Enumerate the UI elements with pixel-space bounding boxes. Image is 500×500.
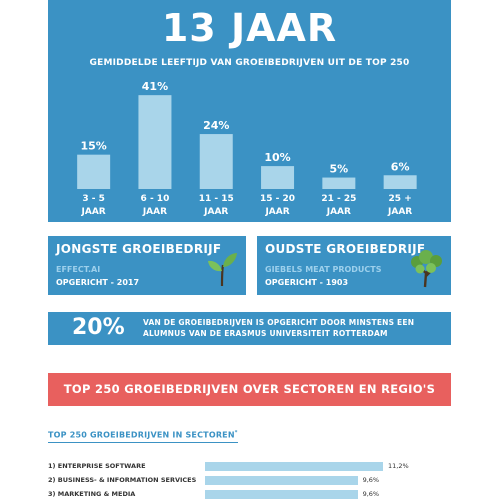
chart-bar: [322, 177, 356, 189]
chart-category-label: 21 - 25: [321, 194, 356, 204]
youngest-founded: OPGERICHT - 2017: [56, 278, 140, 287]
alumni-text: VAN DE GROEIBEDRIJVEN IS OPGERICHT DOOR …: [143, 318, 415, 338]
alumni-percent: 20%: [72, 315, 125, 340]
tree-icon: [411, 250, 442, 288]
chart-bar: [138, 95, 172, 189]
chart-category-label: JAAR: [81, 207, 106, 217]
sectors-section-title: TOP 250 GROEIBEDRIJVEN OVER SECTOREN EN …: [48, 373, 451, 406]
sector-bar: [205, 476, 358, 485]
sectors-heading-text: TOP 250 GROEIBEDRIJVEN IN SECTOREN: [48, 430, 235, 440]
chart-data-label: 6%: [391, 160, 410, 173]
average-age-title: 13 JAAR: [161, 6, 338, 50]
chart-category-label: 6 - 10: [141, 194, 170, 204]
sector-row: 1) ENTERPRISE SOFTWARE 11,2%: [48, 460, 451, 472]
sector-value: 11,2%: [388, 462, 409, 470]
oldest-founded: OPGERICHT - 1903: [265, 278, 349, 287]
sector-label: 3) MARKETING & MEDIA: [48, 490, 136, 498]
youngest-name: EFFECT.AI: [56, 265, 101, 274]
chart-data-label: 15%: [80, 140, 106, 153]
chart-data-label: 10%: [264, 151, 290, 164]
chart-category-label: 15 - 20: [260, 194, 295, 204]
sector-value: 9,6%: [362, 490, 380, 498]
chart-data-label: 24%: [203, 119, 229, 132]
chart-category-label: JAAR: [203, 207, 228, 217]
chart-bar: [199, 134, 233, 189]
sector-bar: [205, 462, 383, 471]
sector-row: 3) MARKETING & MEDIA 9,6%: [48, 488, 451, 500]
youngest-title: JONGSTE GROEIBEDRIJF: [56, 242, 222, 256]
oldest-company-card: OUDSTE GROEIBEDRIJF GIEBELS MEAT PRODUCT…: [257, 236, 451, 295]
chart-category-label: JAAR: [142, 207, 167, 217]
chart-data-label: 5%: [330, 163, 349, 176]
youngest-company-card: JONGSTE GROEIBEDRIJF EFFECT.AI OPGERICHT…: [48, 236, 246, 295]
oldest-name: GIEBELS MEAT PRODUCTS: [265, 265, 382, 274]
chart-bar: [261, 166, 295, 189]
alumni-stat-panel: 20% VAN DE GROEIBEDRIJVEN IS OPGERICHT D…: [48, 312, 451, 345]
average-age-subtitle: GEMIDDELDE LEEFTIJD VAN GROEIBEDRIJVEN U…: [89, 58, 410, 68]
sector-label: 1) ENTERPRISE SOFTWARE: [48, 462, 146, 470]
chart-category-label: JAAR: [264, 207, 289, 217]
chart-category-label: 11 - 15: [199, 194, 234, 204]
chart-bar: [77, 154, 111, 189]
age-chart-panel: 13 JAAR GEMIDDELDE LEEFTIJD VAN GROEIBED…: [48, 0, 451, 222]
sprout-icon: [208, 253, 237, 287]
chart-data-label: 41%: [142, 80, 168, 93]
chart-category-label: 25 +: [389, 194, 412, 204]
sector-bar: [205, 490, 358, 499]
chart-category-label: 3 - 5: [82, 194, 105, 204]
sector-label: 2) BUSINESS- & INFORMATION SERVICES: [48, 476, 197, 484]
chart-bar: [383, 175, 417, 189]
sector-value: 9,6%: [362, 476, 380, 484]
chart-category-label: JAAR: [326, 207, 351, 217]
sectors-heading: TOP 250 GROEIBEDRIJVEN IN SECTOREN*: [48, 430, 238, 443]
age-bar-chart: 15% 3 - 5 JAAR 41% 6 - 10 JAAR 24% 11 - 15 JAAR 1…: [77, 80, 417, 217]
chart-category-label: JAAR: [387, 207, 412, 217]
sector-row: 2) BUSINESS- & INFORMATION SERVICES 9,6%: [48, 474, 451, 486]
sectors-heading-mark: *: [234, 430, 238, 436]
oldest-title: OUDSTE GROEIBEDRIJF: [265, 242, 426, 256]
